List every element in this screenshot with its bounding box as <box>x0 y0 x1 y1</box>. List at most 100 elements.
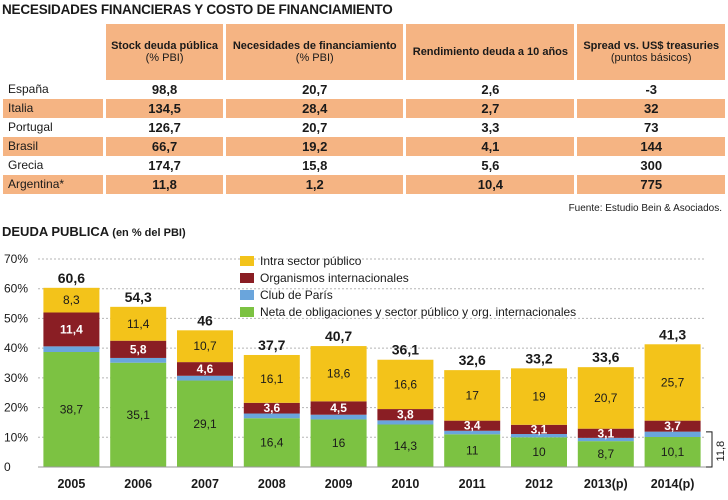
x-tick-label: 2009 <box>325 477 353 491</box>
bar-segment <box>110 340 167 358</box>
public-debt-chart: 70% 60% 50% 40% 30% 20% 10% 0 38,7 11,4 8,3 60,6 200… <box>4 252 727 491</box>
financial-needs-table: Stock deuda pública (% PBI) Necesidades d… <box>0 24 728 194</box>
bar-segment <box>243 354 300 403</box>
data-label: 17 <box>466 388 480 402</box>
data-label: 5,8 <box>130 342 147 356</box>
country-cell: Argentina* <box>3 175 103 194</box>
y-tick-label: 10% <box>4 430 28 444</box>
bar-segment <box>377 420 434 425</box>
value-cell: 3,3 <box>481 120 500 135</box>
bar-segment <box>644 436 701 467</box>
bar-segment <box>511 424 567 435</box>
bar-segment <box>444 430 501 435</box>
bracket <box>706 431 713 468</box>
total-label: 60,6 <box>58 270 85 286</box>
bar-segment <box>310 401 367 415</box>
chart-title: DEUDA PUBLICA (en % del PBI) <box>2 224 186 239</box>
y-tick-label: 30% <box>4 371 28 385</box>
data-label: 18,6 <box>327 367 351 381</box>
bar-segment <box>177 330 233 363</box>
value-cell: 73 <box>643 120 659 135</box>
bar-segment <box>377 359 434 410</box>
value-cell: 28,4 <box>226 99 404 118</box>
data-label: 16,4 <box>260 436 284 450</box>
legend-swatch <box>240 307 254 317</box>
bar-segment <box>577 428 634 438</box>
chart-title-main: DEUDA PUBLICA <box>2 224 109 239</box>
bar-segment <box>310 346 367 402</box>
header-sub: (% PBI) <box>295 52 334 64</box>
bracket-label: 11,8 <box>715 441 727 462</box>
value-cell: 5,6 <box>481 158 500 173</box>
data-label: 10,1 <box>661 445 685 459</box>
source-note: Fuente: Estudio Bein & Asociados. <box>568 203 722 214</box>
value-cell: 126,7 <box>148 120 181 135</box>
data-label: 4,5 <box>330 401 347 415</box>
bar-segment <box>644 420 701 432</box>
bar-segment <box>310 414 367 420</box>
data-label: 8,3 <box>63 293 80 307</box>
bar-segment <box>110 357 167 363</box>
data-label: 14,3 <box>394 439 418 453</box>
total-label: 40,7 <box>325 328 352 344</box>
total-label: 54,3 <box>125 289 152 305</box>
x-tick-label: 2014(p) <box>651 477 695 491</box>
value-cell: 66,7 <box>106 137 224 156</box>
bar-segment <box>577 441 634 467</box>
bar-segment <box>377 409 434 421</box>
bar-segment <box>177 375 233 381</box>
data-label: 3,1 <box>531 422 548 436</box>
country-cell: Brasil <box>3 137 103 156</box>
value-cell: 144 <box>577 137 725 156</box>
value-cell: 1,2 <box>226 175 404 194</box>
value-cell: 300 <box>640 158 663 173</box>
value-cell: 2,6 <box>481 82 500 97</box>
data-label: 20,7 <box>594 391 618 405</box>
legend-label: Intra sector público <box>260 254 362 268</box>
value-cell: 20,7 <box>302 120 328 135</box>
x-tick-label: 2013(p) <box>584 477 628 491</box>
header-necesidades: Necesidades de financiamiento (% PBI) <box>226 24 404 80</box>
data-label: 11,4 <box>60 322 83 336</box>
value-cell: -3 <box>645 82 657 97</box>
value-cell: 11,8 <box>106 175 224 194</box>
header-spread: Spread vs. US$ treasuries (puntos básicos… <box>577 24 725 80</box>
total-label: 32,6 <box>459 352 486 368</box>
y-tick-label: 0 <box>4 460 11 474</box>
bar-segment <box>444 434 501 467</box>
legend-swatch <box>240 256 254 266</box>
bar-segment <box>110 362 167 467</box>
value-cell: 98,8 <box>151 82 178 97</box>
value-cell: 775 <box>577 175 725 194</box>
header-main: Stock deuda pública <box>111 40 219 52</box>
value-cell: 20,7 <box>302 82 328 97</box>
table-title: NECESIDADES FINANCIERAS Y COSTO DE FINAN… <box>2 2 393 17</box>
data-label: 3,1 <box>597 426 614 440</box>
value-cell: 4,1 <box>406 137 575 156</box>
x-tick-label: 2012 <box>525 477 553 491</box>
bar-segment <box>43 312 100 347</box>
bar-segment <box>644 431 701 437</box>
data-label: 16 <box>332 436 346 450</box>
bar-segment <box>177 380 233 467</box>
bar-segment <box>644 344 701 421</box>
y-tick-label: 40% <box>4 341 28 355</box>
total-label: 41,3 <box>659 326 686 342</box>
country-cell: Grecia <box>8 158 44 172</box>
y-tick-label: 20% <box>4 401 28 415</box>
table-row: Portugal 126,7 20,7 3,3 73 <box>3 118 725 137</box>
table-header-row: Stock deuda pública (% PBI) Necesidades d… <box>3 24 725 80</box>
bar-segment <box>110 306 167 341</box>
y-tick-label: 70% <box>4 252 28 266</box>
bar-segment <box>577 367 634 429</box>
bar-segment <box>43 346 100 353</box>
header-corner <box>3 24 103 80</box>
bar-segment <box>511 368 567 425</box>
header-sub: (puntos básicos) <box>610 52 692 64</box>
data-label: 11,4 <box>127 317 150 331</box>
bar-segment <box>243 418 300 467</box>
bar-segment <box>310 419 367 467</box>
legend-swatch <box>240 273 254 283</box>
data-label: 16,1 <box>260 372 284 386</box>
country-cell: Italia <box>3 99 103 118</box>
